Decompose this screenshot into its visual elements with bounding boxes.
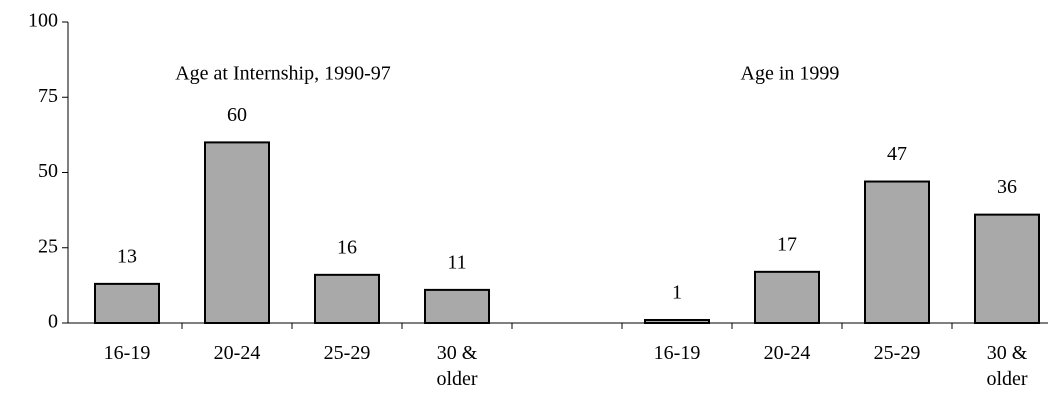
x-tick-label: 16-19	[653, 342, 701, 364]
bar	[314, 273, 380, 324]
x-tick-label: 16-19	[103, 342, 151, 364]
y-tick-label: 75	[38, 85, 58, 107]
bar	[424, 288, 490, 325]
bar	[754, 270, 820, 324]
x-tick-label: 20-24	[763, 342, 811, 364]
value-label: 17	[777, 233, 797, 255]
value-label: 11	[447, 251, 466, 273]
x-tick-label: 20-24	[213, 342, 261, 364]
x-tick-label: 30 & older	[436, 342, 478, 390]
value-label: 36	[997, 176, 1017, 198]
annotation: Age at Internship, 1990-97	[175, 63, 391, 85]
x-tick-label: 25-29	[323, 342, 371, 364]
value-label: 16	[337, 236, 357, 258]
y-tick-label: 0	[48, 311, 58, 333]
bar	[864, 180, 930, 324]
y-tick-label: 50	[38, 160, 58, 182]
y-tick-label: 25	[38, 235, 58, 257]
annotation: Age in 1999	[741, 63, 840, 85]
value-label: 1	[672, 282, 682, 304]
value-label: 47	[887, 143, 907, 165]
value-label: 60	[227, 104, 247, 126]
bar	[644, 318, 710, 324]
bar	[94, 282, 160, 324]
bar	[974, 213, 1040, 324]
value-label: 13	[117, 245, 137, 267]
x-tick-label: 30 & older	[986, 342, 1028, 390]
y-tick-label: 100	[28, 10, 58, 32]
bar	[204, 141, 270, 324]
x-tick-label: 25-29	[873, 342, 921, 364]
